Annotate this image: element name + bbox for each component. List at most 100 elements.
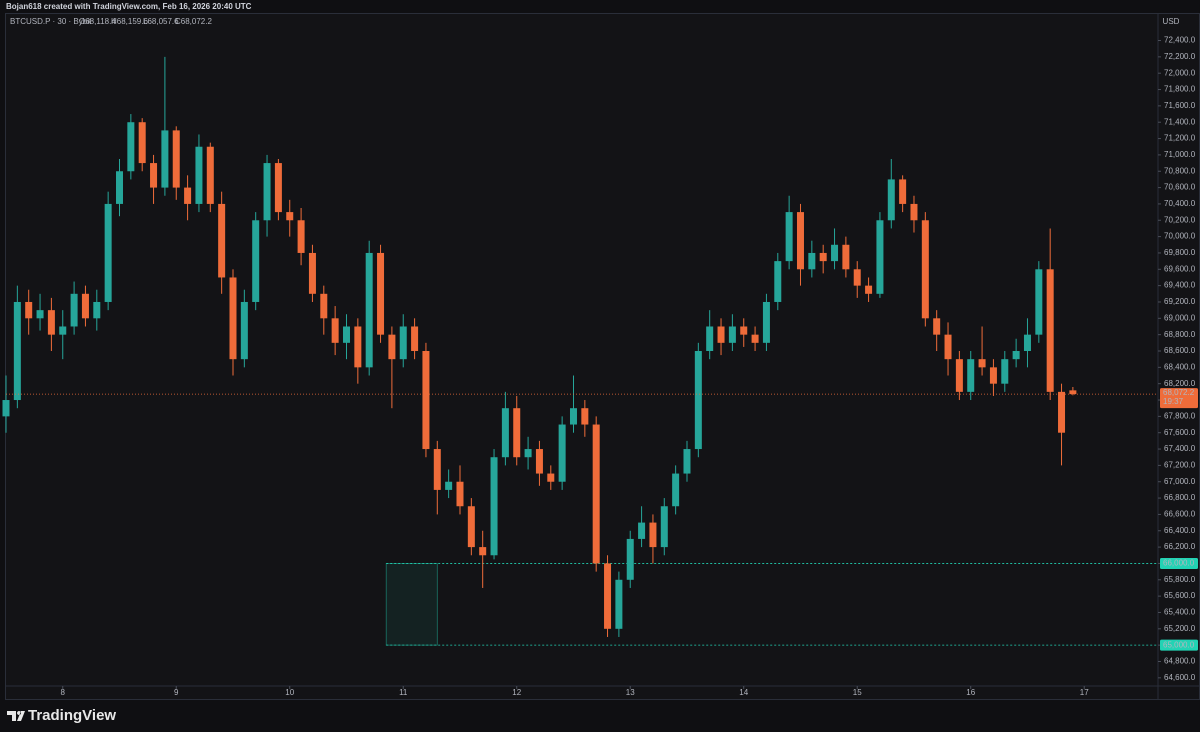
candle-body	[558, 424, 566, 482]
candle-body	[70, 293, 78, 327]
candle-body	[615, 579, 623, 629]
level-badge	[1160, 639, 1198, 651]
candle-body	[740, 326, 748, 335]
x-tick-label: 9	[174, 688, 179, 697]
candle-body	[842, 244, 850, 270]
candle-body	[1069, 390, 1077, 395]
y-tick-label: 68,600.0	[1164, 346, 1196, 355]
candle-body	[47, 310, 55, 335]
candle-body	[354, 326, 362, 368]
candle-body	[59, 326, 67, 335]
candle-body	[229, 277, 237, 360]
candle-body	[706, 326, 714, 351]
candle-body	[649, 522, 657, 548]
y-tick-label: 68,800.0	[1164, 330, 1196, 339]
y-tick-label: 69,000.0	[1164, 313, 1196, 322]
candle-body	[331, 318, 339, 343]
candle-body	[490, 457, 498, 556]
candle-body	[899, 179, 907, 204]
y-tick-label: 72,000.0	[1164, 68, 1196, 77]
candle-body	[831, 244, 839, 262]
y-tick-label: 64,800.0	[1164, 657, 1196, 666]
y-tick-label: 64,600.0	[1164, 673, 1196, 682]
y-tick-label: 70,000.0	[1164, 232, 1196, 241]
candle-body	[751, 334, 759, 343]
candle-body	[944, 334, 952, 360]
candle-body	[252, 220, 260, 302]
candle-body	[660, 506, 668, 548]
candle-body	[989, 367, 997, 384]
candle-body	[717, 326, 725, 343]
y-tick-label: 66,600.0	[1164, 510, 1196, 519]
y-tick-label: 67,000.0	[1164, 477, 1196, 486]
candle-body	[161, 130, 169, 188]
candle-body	[172, 130, 180, 188]
y-tick-label: 66,200.0	[1164, 542, 1196, 551]
candle-body	[1023, 334, 1031, 351]
candle-body	[308, 252, 316, 294]
x-tick-label: 8	[61, 688, 66, 697]
candle-body	[921, 220, 929, 319]
x-tick-label: 10	[285, 688, 294, 697]
level-label: 66,000.0	[1163, 559, 1195, 568]
ohlc-label: L68,057.6	[143, 17, 179, 26]
candle-body	[240, 301, 248, 360]
candle-body	[535, 449, 543, 474]
candle-body	[876, 220, 884, 294]
y-tick-label: 72,200.0	[1164, 52, 1196, 61]
candle-body	[2, 400, 10, 417]
candle-body	[569, 408, 577, 425]
y-tick-label: 70,400.0	[1164, 199, 1196, 208]
candle-body	[456, 481, 464, 507]
zone	[385, 563, 438, 646]
candle-body	[286, 212, 294, 221]
candle-body	[592, 424, 600, 564]
y-tick-label: 69,600.0	[1164, 264, 1196, 273]
candle-body	[694, 351, 702, 450]
x-tick-label: 17	[1080, 688, 1089, 697]
candle-body	[808, 252, 816, 270]
candle-body	[796, 212, 804, 270]
candle-body	[910, 203, 918, 221]
candle-body	[320, 293, 328, 319]
level-label: 65,000.0	[1163, 640, 1195, 649]
candle-body	[115, 171, 123, 204]
countdown: 19:37	[1163, 397, 1184, 406]
x-tick-label: 13	[626, 688, 635, 697]
ohlc-label: H68,159.6	[111, 17, 148, 26]
candle-body	[93, 301, 101, 319]
y-tick-label: 70,600.0	[1164, 183, 1196, 192]
candle-body	[342, 326, 350, 343]
candle-body	[206, 146, 214, 204]
candle-body	[467, 506, 475, 548]
y-tick-label: 67,800.0	[1164, 411, 1196, 420]
candle-body	[887, 179, 895, 221]
candle-body	[184, 187, 192, 204]
chart-panel	[5, 13, 1200, 700]
candle-body	[626, 538, 634, 580]
candle-body	[150, 163, 158, 188]
logo-icon	[7, 711, 25, 721]
y-tick-label: 69,200.0	[1164, 297, 1196, 306]
x-tick-label: 12	[512, 688, 521, 697]
y-tick-label: 65,600.0	[1164, 591, 1196, 600]
candle-body	[955, 359, 963, 392]
candle-body	[365, 252, 373, 368]
candle-body	[274, 163, 282, 213]
y-tick-label: 69,800.0	[1164, 248, 1196, 257]
y-tick-label: 65,800.0	[1164, 575, 1196, 584]
y-tick-label: 66,400.0	[1164, 526, 1196, 535]
x-tick-label: 14	[739, 688, 748, 697]
candle-body	[36, 310, 44, 319]
candle-body	[513, 408, 521, 458]
y-tick-label: 67,200.0	[1164, 460, 1196, 469]
candle-body	[377, 252, 385, 335]
candle-body	[297, 220, 305, 253]
ohlc-label: C68,072.2	[175, 17, 212, 26]
y-tick-label: 71,200.0	[1164, 134, 1196, 143]
symbol: BTCUSD.P · 30 · Bybit	[10, 17, 92, 26]
candle-body	[524, 449, 532, 458]
candle-body	[25, 301, 33, 319]
y-tick-label: 71,600.0	[1164, 101, 1196, 110]
brand: TradingView	[28, 707, 116, 724]
